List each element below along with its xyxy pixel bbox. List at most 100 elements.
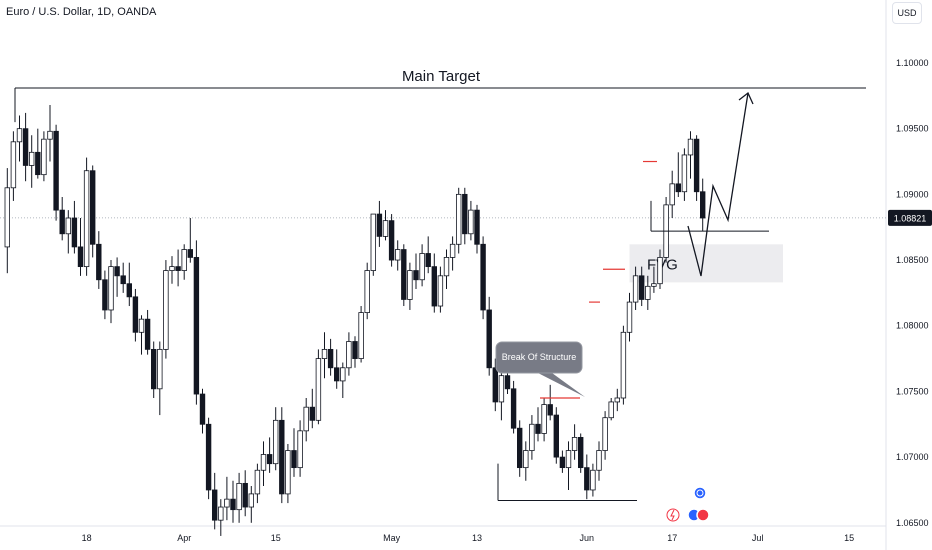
candle-body-bearish: [309, 406, 315, 421]
candle-body-bullish: [370, 213, 376, 271]
candle-body-bullish: [315, 358, 322, 421]
candle: [553, 407, 559, 464]
candle: [535, 407, 541, 442]
candle: [230, 480, 236, 523]
candle: [102, 270, 108, 320]
candle: [462, 187, 468, 245]
candle: [352, 336, 358, 368]
candle-body-bearish: [120, 275, 126, 285]
candle: [407, 262, 413, 310]
candle: [157, 341, 163, 416]
candle: [327, 338, 334, 376]
candle: [620, 325, 627, 405]
candle: [455, 187, 462, 254]
candle: [59, 196, 65, 241]
candle: [108, 260, 114, 324]
candle-body-bearish: [96, 243, 102, 281]
candle-body-bearish: [578, 437, 584, 469]
candle: [565, 441, 572, 490]
candle: [602, 411, 608, 460]
candle-body-bearish: [535, 423, 541, 434]
candle-body-bullish: [651, 283, 657, 287]
y-tick-label: 1.08000: [896, 321, 929, 331]
candle-body-bullish: [614, 397, 620, 403]
x-tick-label: 15: [271, 533, 281, 543]
candle-body-bullish: [669, 183, 675, 206]
candle-body-bullish: [16, 128, 23, 143]
candle: [523, 441, 529, 481]
x-tick-label: 13: [472, 533, 482, 543]
y-tick-label: 1.10000: [896, 58, 929, 68]
candle-body-bearish: [230, 498, 236, 511]
candle: [382, 210, 389, 241]
candle: [340, 362, 346, 398]
candle-body-bullish: [449, 243, 456, 258]
candle-body-bullish: [272, 419, 279, 465]
candle-body-bullish: [657, 257, 663, 285]
candle-body-bullish: [443, 257, 450, 277]
candle-body-bearish: [279, 419, 285, 495]
candle-body-bearish: [462, 193, 468, 235]
candle-body-bullish: [65, 217, 71, 235]
candle-body-bearish: [22, 128, 29, 166]
candle: [297, 420, 303, 477]
candle-body-bearish: [553, 414, 559, 458]
candle: [419, 244, 425, 287]
candle: [53, 124, 59, 221]
candle-body-bearish: [480, 243, 486, 311]
y-tick-label: 1.07500: [896, 386, 929, 396]
candle-body-bearish: [425, 253, 431, 268]
candle: [431, 253, 437, 313]
candle-body-bearish: [584, 467, 590, 491]
candle: [169, 256, 175, 284]
candle-body-bullish: [138, 318, 145, 333]
candle-body-bullish: [340, 367, 346, 382]
candle-body-bullish: [571, 437, 578, 451]
candle: [163, 260, 169, 359]
candle-body-bullish: [523, 450, 529, 469]
candle: [77, 218, 84, 276]
candle-body-bullish: [303, 406, 309, 432]
candle-body-bullish: [455, 193, 462, 245]
candle: [285, 443, 291, 504]
candle: [437, 266, 444, 313]
candle-body-bearish: [59, 209, 65, 235]
candle-body-bullish: [608, 401, 614, 419]
last-price-label: 1.08821: [894, 213, 927, 223]
candle-body-bearish: [114, 266, 120, 277]
candle-body-bullish: [394, 249, 401, 261]
candle: [291, 428, 297, 477]
x-tick-label: 18: [82, 533, 92, 543]
candle: [248, 486, 254, 523]
x-tick-label: 15: [844, 533, 854, 543]
candle-body-bearish: [376, 213, 383, 237]
candle-body-bearish: [35, 151, 41, 176]
symbol-title: Euro / U.S. Dollar, 1D, OANDA: [6, 6, 157, 18]
candle: [303, 397, 309, 442]
candle: [700, 178, 706, 232]
candle-body-bullish: [565, 450, 572, 469]
drawings-group: Main Target Break Of Structure: [14, 68, 866, 522]
economic-event-icon: [693, 486, 707, 500]
candle: [578, 433, 584, 473]
candle-body-bullish: [346, 341, 352, 369]
candle: [132, 288, 139, 342]
candle-body-bearish: [71, 217, 78, 248]
candle-body-bearish: [431, 266, 437, 307]
candle: [639, 266, 645, 307]
candle: [315, 349, 322, 425]
currency-selector[interactable]: USD: [892, 2, 922, 24]
candle: [272, 407, 279, 471]
candle: [120, 262, 126, 293]
candle: [346, 332, 352, 376]
x-tick-label: Jun: [580, 533, 595, 543]
candle-body-bullish: [224, 498, 230, 508]
candle-body-bearish: [126, 283, 132, 298]
candle: [211, 472, 218, 530]
candle-body-bullish: [254, 469, 261, 495]
candle-body-bearish: [291, 450, 297, 469]
candle: [669, 170, 675, 219]
y-tick-label: 1.09000: [896, 189, 929, 199]
candle-body-bearish: [675, 183, 681, 193]
